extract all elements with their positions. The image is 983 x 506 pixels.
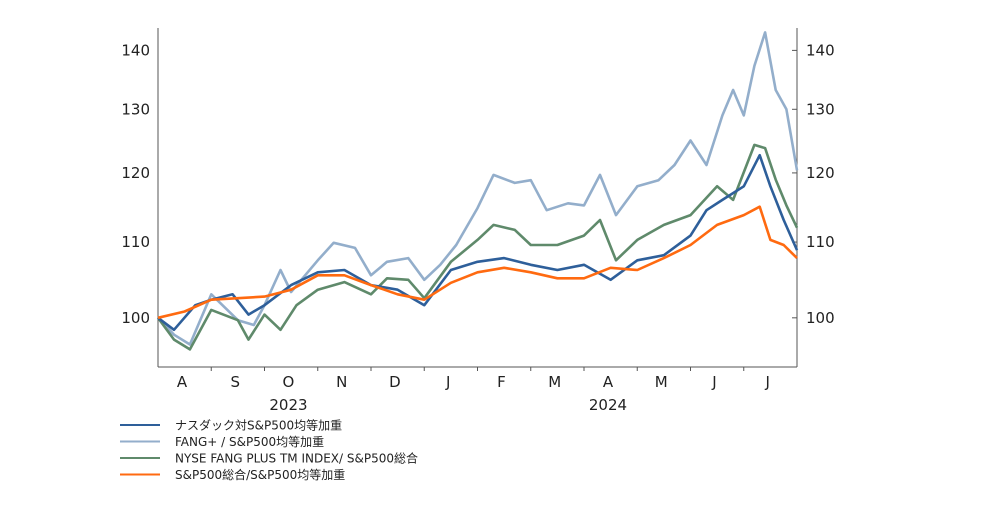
legend: ナスダック対S&P500均等加重 FANG+ / S&P500均等加重 NYSE F… <box>120 418 418 482</box>
series-line-0 <box>157 153 799 332</box>
y-tick-label-right: 110 <box>806 233 835 251</box>
series-lines <box>156 31 799 351</box>
legend-label: S&P500総合/S&P500均等加重 <box>175 467 345 482</box>
y-tick-label-left: 100 <box>121 309 150 327</box>
x-month-label: J <box>445 373 450 391</box>
y-tick-label-right: 130 <box>806 100 835 118</box>
series-line-1 <box>157 31 799 346</box>
x-month-label: A <box>177 373 188 391</box>
x-month-label: O <box>283 373 295 391</box>
x-month-label: J <box>764 373 769 391</box>
y-tick-label-right: 120 <box>806 164 835 182</box>
x-month-label: M <box>655 373 668 391</box>
axis-labels: 100 100 110 110 120 120 130 130 140 140 A S O N D J F M A M… <box>121 41 834 414</box>
series-line-3 <box>157 205 798 320</box>
axes <box>157 28 798 371</box>
series-line-2 <box>156 143 799 351</box>
x-year-label: 2023 <box>269 396 307 414</box>
y-tick-label-left: 110 <box>121 233 150 251</box>
y-tick-label-right: 100 <box>806 309 835 327</box>
x-year-label: 2024 <box>589 396 627 414</box>
x-month-label: A <box>603 373 614 391</box>
x-month-label: N <box>336 373 347 391</box>
y-tick-label-left: 120 <box>121 164 150 182</box>
x-month-label: S <box>230 373 240 391</box>
legend-label: FANG+ / S&P500均等加重 <box>175 435 324 449</box>
legend-label: ナスダック対S&P500均等加重 <box>175 418 342 433</box>
y-tick-label-right: 140 <box>806 41 835 59</box>
x-month-label: F <box>497 373 506 391</box>
x-month-label: J <box>711 373 716 391</box>
x-month-label: D <box>389 373 401 391</box>
legend-label: NYSE FANG PLUS TM INDEX/ S&P500総合 <box>175 451 418 466</box>
y-tick-label-left: 140 <box>121 41 150 59</box>
y-tick-label-left: 130 <box>121 100 150 118</box>
x-month-label: M <box>548 373 561 391</box>
